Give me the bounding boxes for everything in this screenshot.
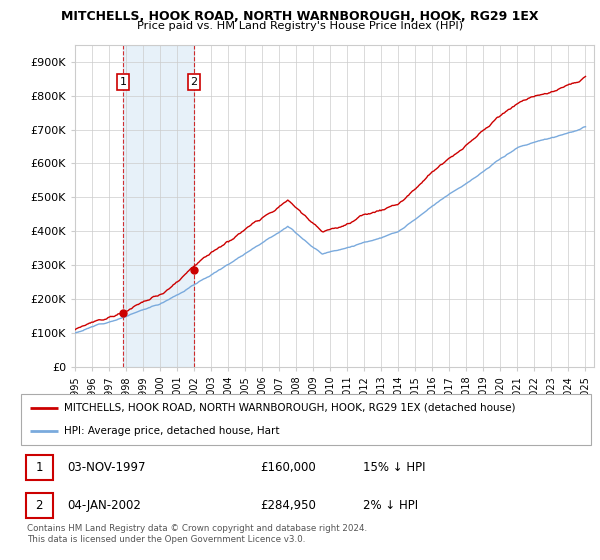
- Text: 2% ↓ HPI: 2% ↓ HPI: [363, 499, 418, 512]
- FancyBboxPatch shape: [26, 455, 53, 480]
- Text: 15% ↓ HPI: 15% ↓ HPI: [363, 461, 425, 474]
- Text: HPI: Average price, detached house, Hart: HPI: Average price, detached house, Hart: [64, 426, 279, 436]
- Text: £160,000: £160,000: [260, 461, 316, 474]
- Text: 1: 1: [120, 77, 127, 87]
- FancyBboxPatch shape: [26, 493, 53, 519]
- Text: 2: 2: [35, 499, 43, 512]
- Text: £284,950: £284,950: [260, 499, 316, 512]
- Text: 1: 1: [35, 461, 43, 474]
- Text: 04-JAN-2002: 04-JAN-2002: [67, 499, 141, 512]
- Text: Contains HM Land Registry data © Crown copyright and database right 2024.
This d: Contains HM Land Registry data © Crown c…: [27, 524, 367, 544]
- Text: 03-NOV-1997: 03-NOV-1997: [67, 461, 146, 474]
- Bar: [123, 45, 194, 367]
- Text: MITCHELLS, HOOK ROAD, NORTH WARNBOROUGH, HOOK, RG29 1EX: MITCHELLS, HOOK ROAD, NORTH WARNBOROUGH,…: [61, 10, 539, 23]
- Text: MITCHELLS, HOOK ROAD, NORTH WARNBOROUGH, HOOK, RG29 1EX (detached house): MITCHELLS, HOOK ROAD, NORTH WARNBOROUGH,…: [64, 403, 515, 413]
- Text: Price paid vs. HM Land Registry's House Price Index (HPI): Price paid vs. HM Land Registry's House …: [137, 21, 463, 31]
- Text: 2: 2: [191, 77, 197, 87]
- FancyBboxPatch shape: [21, 394, 591, 445]
